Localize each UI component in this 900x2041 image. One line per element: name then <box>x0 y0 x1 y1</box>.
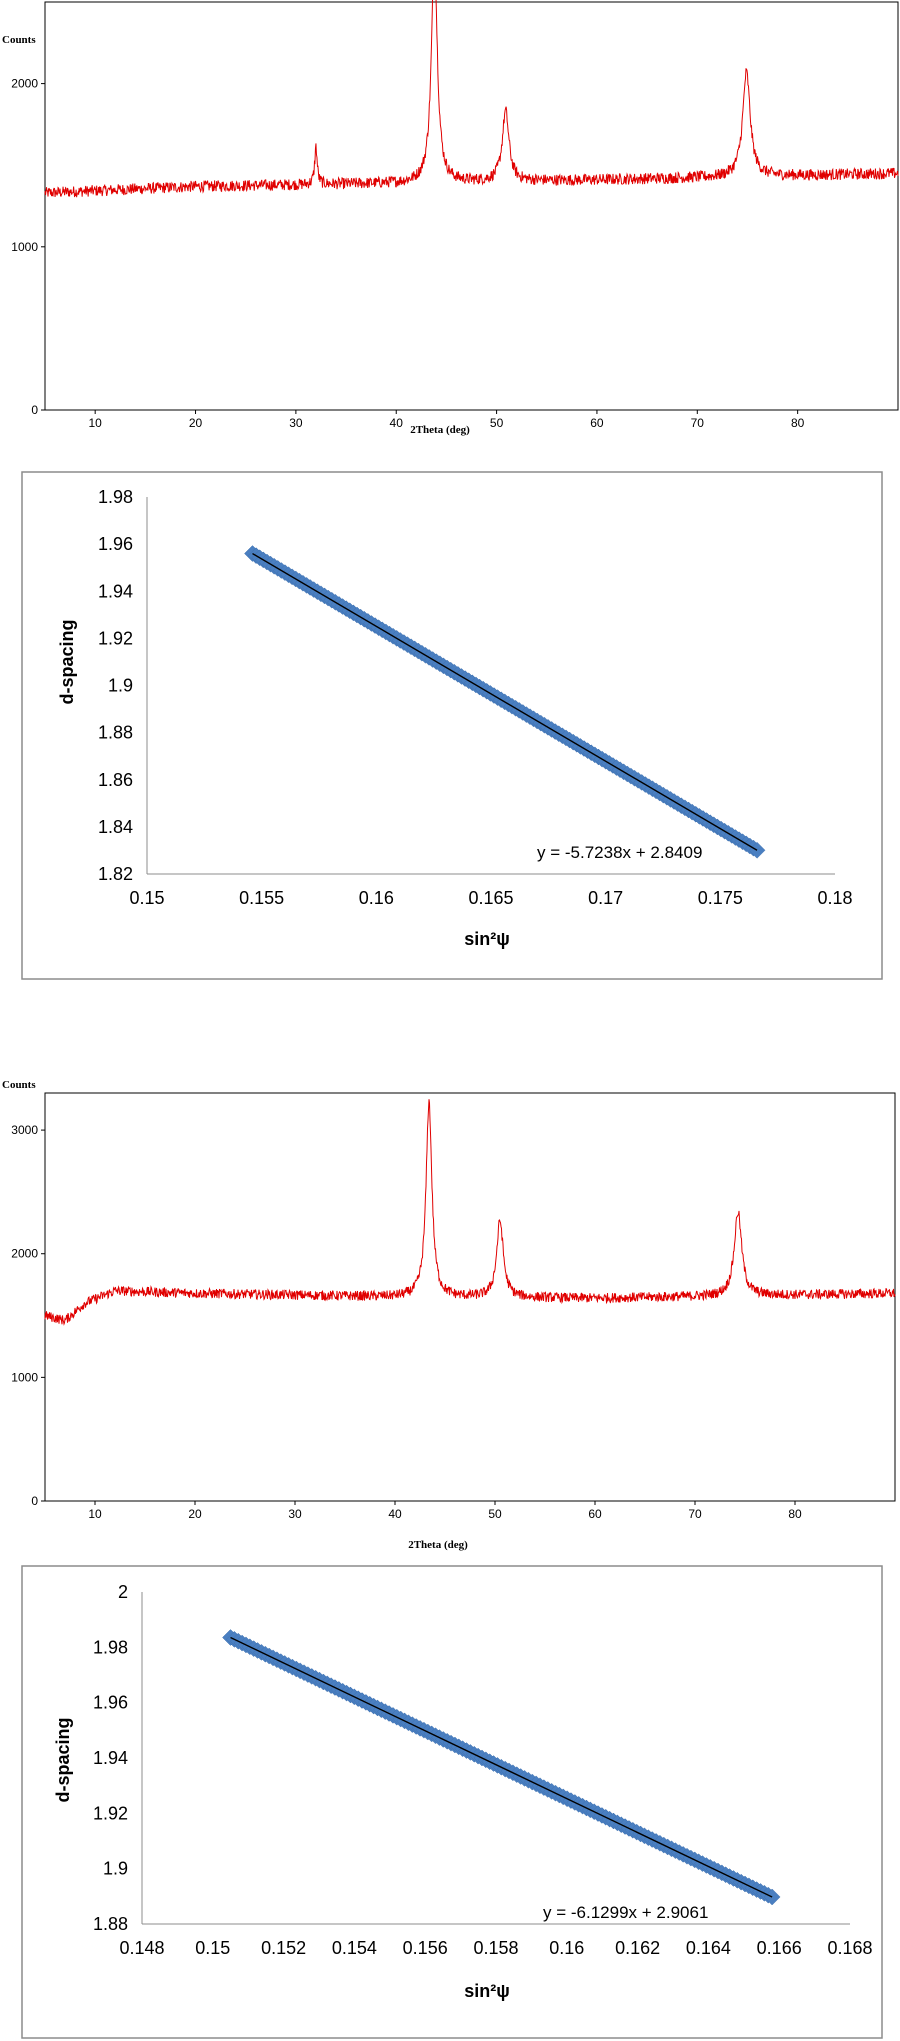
x-tick-label: 0.164 <box>686 1938 731 1958</box>
trendline-equation: y = -5.7238x + 2.8409 <box>537 843 702 862</box>
x-tick-label: 40 <box>390 416 404 430</box>
x-tick-label: 0.175 <box>698 888 743 908</box>
y-tick-label: 1.86 <box>98 770 133 790</box>
x-tick-label: 80 <box>791 416 805 430</box>
x-tick-label: 30 <box>289 416 303 430</box>
x-axis-label: sin²ψ <box>464 929 510 949</box>
x-axis-label: 2Theta (deg) <box>410 424 470 436</box>
x-tick-label: 50 <box>490 416 504 430</box>
y-tick-label: 1.98 <box>98 487 133 507</box>
x-tick-label: 0.16 <box>359 888 394 908</box>
y-tick-label: 1.88 <box>93 1914 128 1934</box>
sin2psi-chart-2: y = -6.1299x + 2.9061 d-spacing sin²ψ 0.… <box>21 1565 883 2039</box>
y-tick-label: 3000 <box>11 1123 38 1137</box>
xrd-series-line <box>44 1099 896 1326</box>
plot-frame <box>44 1092 896 1502</box>
trendline <box>230 1636 773 1898</box>
sin2psi-chart-1: y = -5.7238x + 2.8409 d-spacing sin²ψ 0.… <box>21 471 883 980</box>
x-tick-label: 0.166 <box>757 1938 802 1958</box>
y-tick-label: 2000 <box>11 1247 38 1261</box>
x-tick-label: 0.18 <box>817 888 852 908</box>
x-tick-label: 60 <box>590 416 604 430</box>
chart-border <box>21 471 883 980</box>
x-tick-label: 40 <box>388 1507 402 1521</box>
x-tick-label: 20 <box>189 416 203 430</box>
x-tick-label: 0.156 <box>403 1938 448 1958</box>
y-tick-label: 1.98 <box>93 1637 128 1657</box>
y-tick-label: 2 <box>118 1582 128 1602</box>
x-axis-label: sin²ψ <box>464 1981 510 2001</box>
y-tick-label: 1000 <box>11 240 38 254</box>
x-tick-label: 0.17 <box>588 888 623 908</box>
x-tick-label: 50 <box>488 1507 502 1521</box>
trendline <box>252 552 758 851</box>
y-tick-label: 1.88 <box>98 723 133 743</box>
y-axis-label: Counts <box>2 34 36 46</box>
y-tick-label: 1.92 <box>98 628 133 648</box>
trendline-equation: y = -6.1299x + 2.9061 <box>543 1903 708 1922</box>
xrd-chart-2: Counts 2Theta (deg) 10 20 30 40 50 60 70 80 0 100… <box>2 1079 896 1551</box>
x-tick-label: 80 <box>788 1507 802 1521</box>
y-axis-label: Counts <box>2 1079 36 1091</box>
x-tick-label: 0.158 <box>473 1938 518 1958</box>
xrd-series-line <box>44 0 899 198</box>
y-tick-label: 1000 <box>11 1370 38 1384</box>
xrd-chart-1: Counts 2Theta (deg) 10 20 30 40 50 60 70 80 0 100… <box>2 0 899 436</box>
y-axis-label: d-spacing <box>53 1717 73 1802</box>
x-tick-label: 0.154 <box>332 1938 377 1958</box>
x-tick-label: 0.15 <box>129 888 164 908</box>
y-tick-label: 1.92 <box>93 1803 128 1823</box>
x-tick-label: 0.155 <box>239 888 284 908</box>
y-tick-label: 0 <box>31 403 38 417</box>
x-tick-label: 70 <box>691 416 705 430</box>
x-tick-label: 20 <box>188 1507 202 1521</box>
y-tick-label: 1.9 <box>108 676 133 696</box>
y-tick-label: 2000 <box>11 77 38 91</box>
x-tick-label: 0.162 <box>615 1938 660 1958</box>
x-tick-label: 0.168 <box>827 1938 872 1958</box>
x-tick-label: 30 <box>288 1507 302 1521</box>
x-tick-label: 60 <box>588 1507 602 1521</box>
y-tick-label: 1.82 <box>98 864 133 884</box>
y-tick-label: 0 <box>31 1494 38 1508</box>
x-tick-label: 70 <box>688 1507 702 1521</box>
x-tick-label: 0.152 <box>261 1938 306 1958</box>
y-tick-label: 1.94 <box>98 581 133 601</box>
x-tick-label: 10 <box>88 1507 102 1521</box>
y-tick-label: 1.96 <box>93 1693 128 1713</box>
x-tick-label: 0.15 <box>195 1938 230 1958</box>
chart-border <box>21 1565 883 2039</box>
x-tick-label: 0.16 <box>549 1938 584 1958</box>
y-tick-label: 1.9 <box>103 1859 128 1879</box>
y-tick-label: 1.94 <box>93 1748 128 1768</box>
x-axis-label-text: sin²ψ <box>464 1981 510 2001</box>
x-tick-label: 10 <box>88 416 102 430</box>
x-tick-label: 0.148 <box>119 1938 164 1958</box>
y-tick-label: 1.84 <box>98 817 133 837</box>
x-axis-label: 2Theta (deg) <box>408 1539 468 1551</box>
plot-frame <box>44 1 899 411</box>
y-tick-label: 1.96 <box>98 534 133 554</box>
x-tick-label: 0.165 <box>468 888 513 908</box>
x-axis-label-text: sin²ψ <box>464 929 510 949</box>
y-axis-label: d-spacing <box>57 619 77 704</box>
